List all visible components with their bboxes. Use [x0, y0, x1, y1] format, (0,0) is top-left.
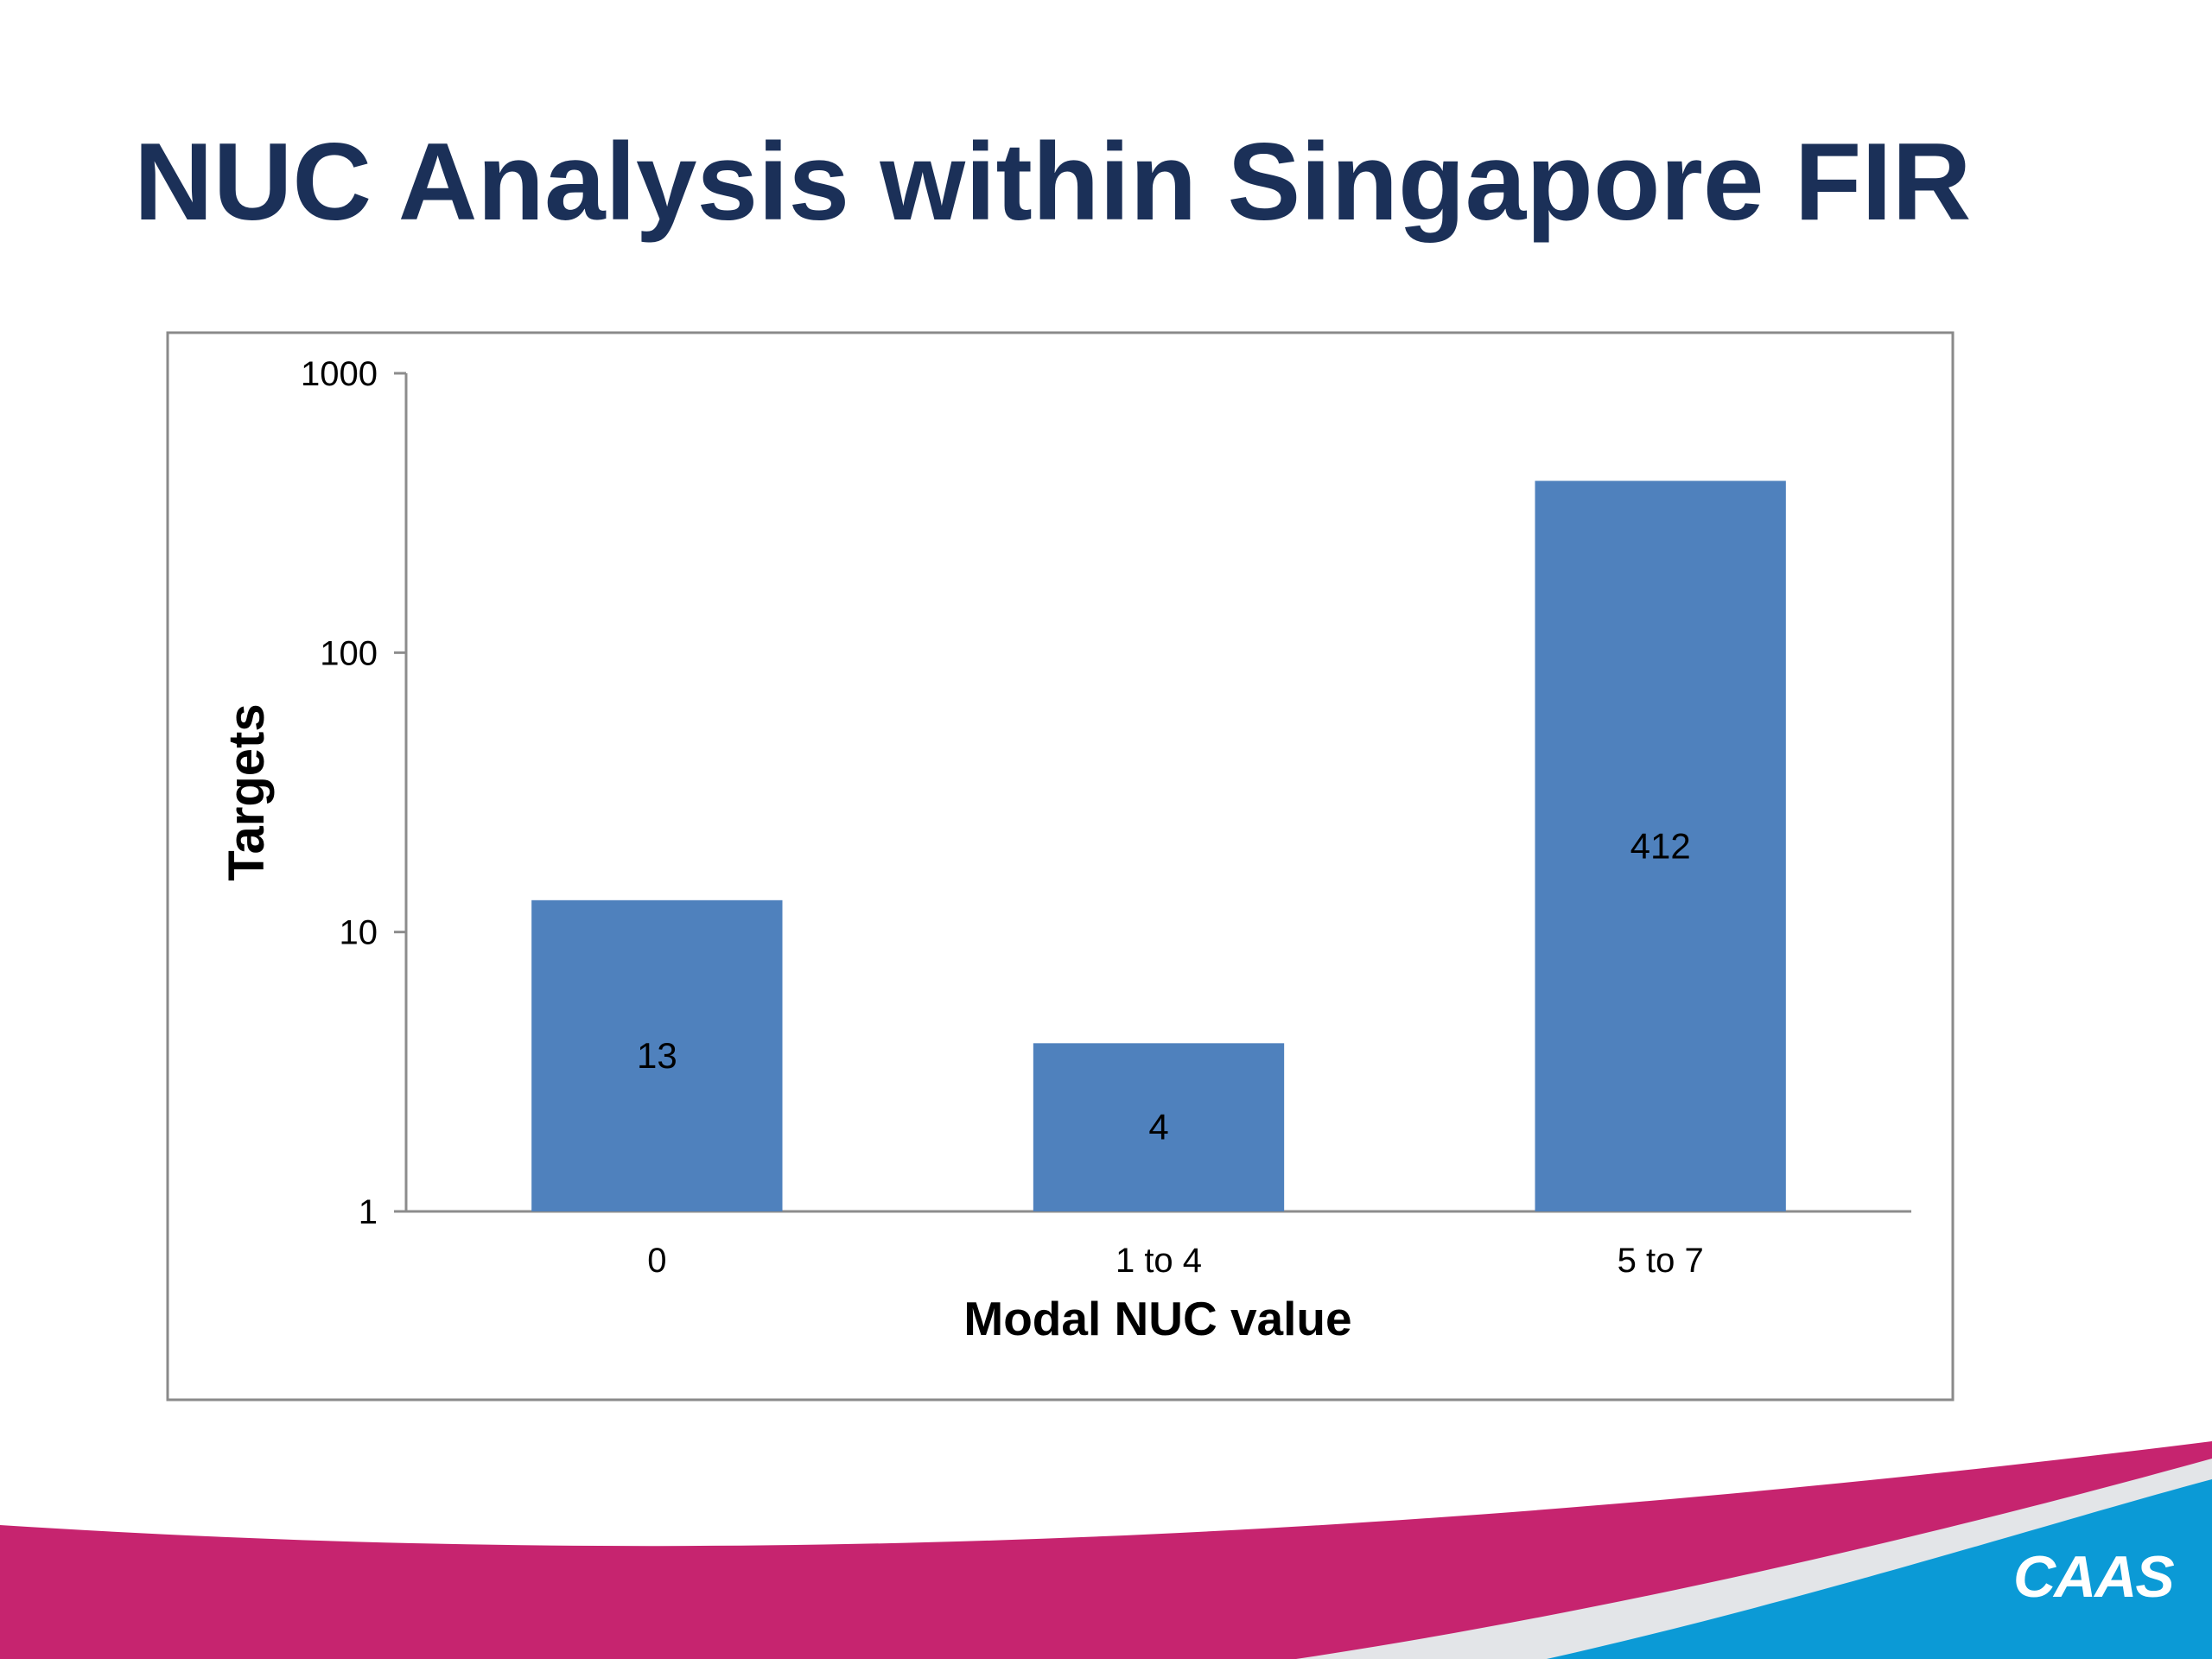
bar — [531, 899, 783, 1211]
bar-data-label: 13 — [637, 1035, 677, 1076]
blue-band — [1547, 1479, 2212, 1659]
x-tick-label: 1 to 4 — [1116, 1242, 1202, 1280]
x-tick-label: 0 — [647, 1242, 666, 1280]
y-tick-label: 10 — [340, 914, 378, 952]
y-axis-title: Targets — [219, 703, 275, 880]
slide-title: NUC Analysis within Singapore FIR — [134, 120, 1972, 243]
y-tick-label: 100 — [320, 634, 378, 672]
y-tick-label: 1 — [359, 1193, 378, 1231]
x-tick-label: 5 to 7 — [1618, 1242, 1704, 1280]
y-tick-label: 1000 — [301, 355, 378, 393]
bar — [1033, 1043, 1285, 1211]
x-axis-title: Modal NUC value — [963, 1292, 1351, 1345]
bar-data-label: 412 — [1630, 825, 1691, 866]
bar-data-label: 4 — [1148, 1107, 1168, 1147]
bar — [1535, 480, 1786, 1211]
caas-logo: CAAS — [2013, 1544, 2175, 1610]
